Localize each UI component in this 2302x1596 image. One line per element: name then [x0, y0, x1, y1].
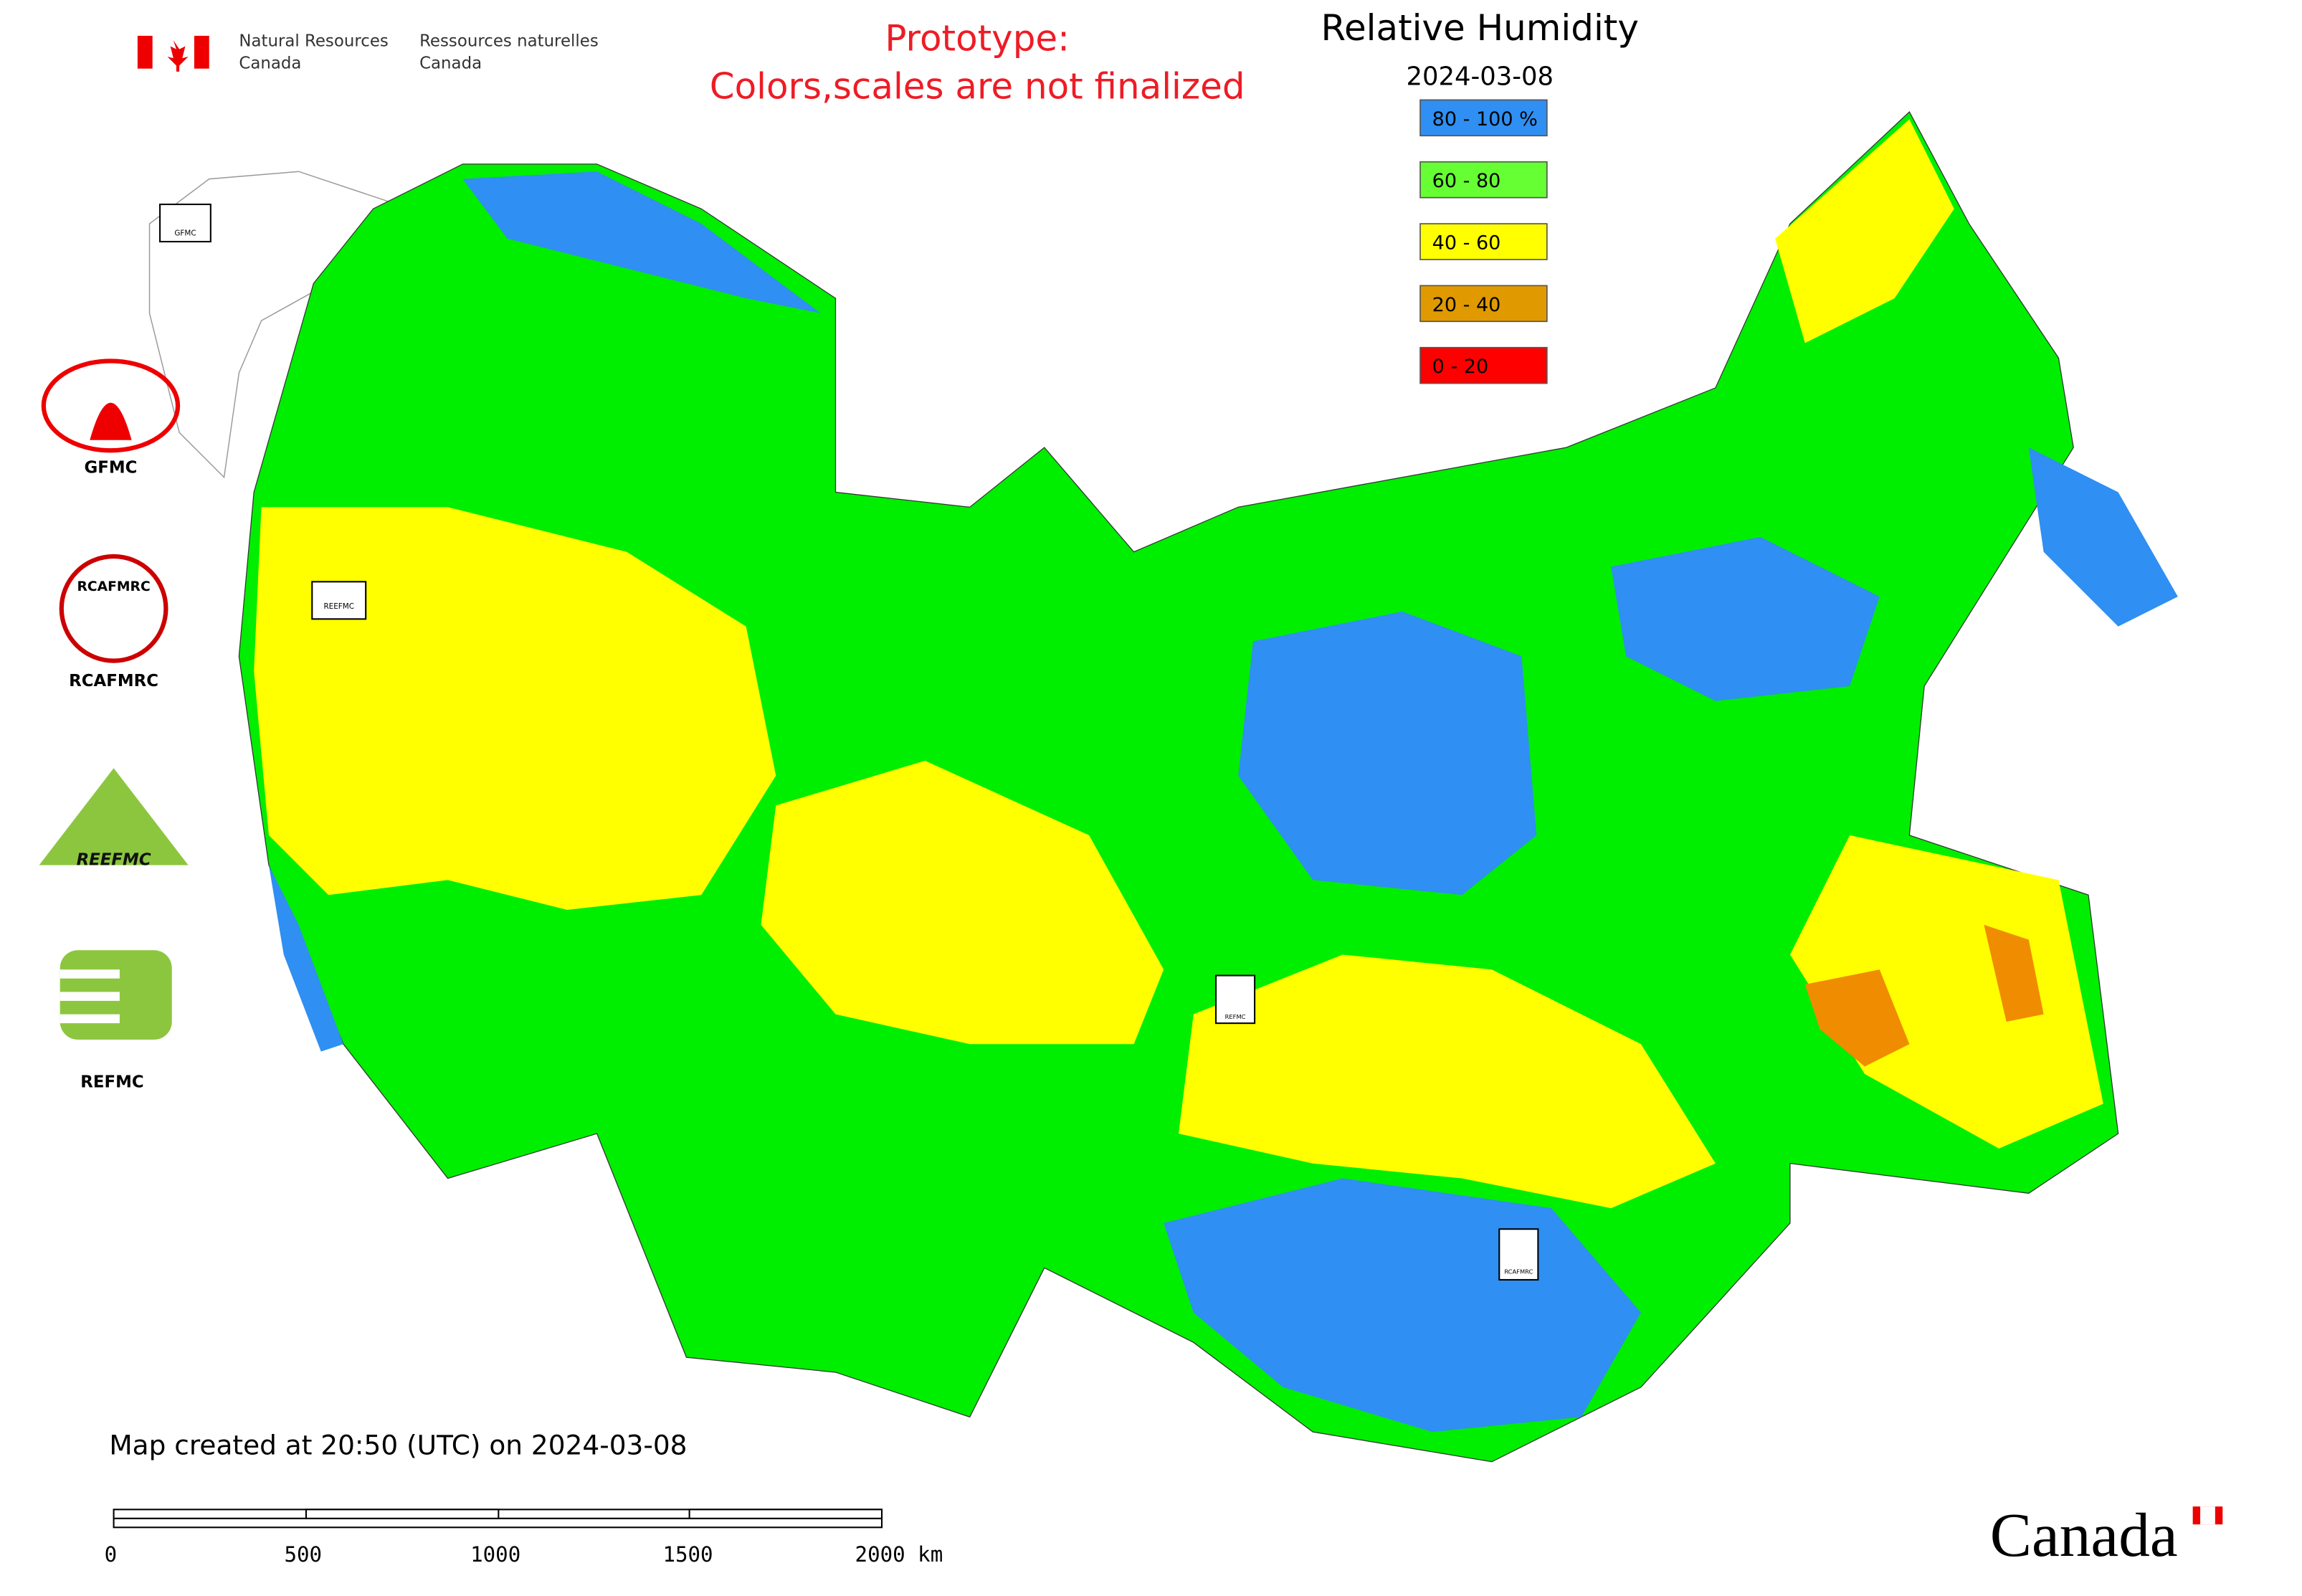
agency-en: Canada — [239, 54, 301, 73]
logo-label: REFMC — [80, 1073, 143, 1092]
logo-label: GFMC — [84, 458, 137, 477]
logo-label: RCAFMRC — [69, 672, 158, 690]
legend-title: Relative Humidity — [1321, 7, 1639, 49]
legend-swatch — [1419, 285, 1548, 323]
legend: 80 - 100 % 60 - 80 40 - 60 20 - 40 0 - 20 — [1419, 99, 1548, 384]
legend-swatch — [1419, 346, 1548, 384]
scale-label: 500 — [285, 1542, 323, 1567]
scale-label: 2000 km — [855, 1542, 943, 1567]
legend-label: 20 - 40 — [1432, 294, 1501, 316]
nrcan-signature: Natural Resources Canada Ressources natu… — [137, 32, 599, 73]
wordmark-flag — [2200, 1506, 2215, 1525]
agency-en: Natural Resources — [239, 32, 388, 50]
marker-label: GFMC — [174, 229, 196, 238]
legend-label: 80 - 100 % — [1432, 108, 1538, 130]
logo-text: REEFMC — [77, 851, 151, 870]
scale-bar: 0 500 1000 1500 2000 km — [105, 1509, 943, 1567]
map — [148, 111, 2178, 1463]
logos: GFMC RCAFMRC RCAFMRC REEFMC REFMC GFMC R… — [39, 203, 1539, 1281]
scale-label: 1000 — [470, 1542, 520, 1567]
notice: Prototype: — [885, 18, 1070, 60]
notice: Colors,scales are not finalized — [710, 65, 1245, 107]
canada-wordmark: Canada — [1990, 1500, 2178, 1569]
legend-label: 40 - 60 — [1432, 232, 1501, 254]
marker-label: REFMC — [1225, 1013, 1246, 1020]
agency-fr: Canada — [419, 54, 482, 73]
legend-swatch — [1419, 99, 1548, 137]
legend-date: 2024-03-08 — [1406, 62, 1554, 92]
marker-label: REEFMC — [323, 602, 354, 611]
scale-label: 1500 — [662, 1542, 713, 1567]
legend-label: 0 - 20 — [1432, 356, 1489, 378]
created-note: Map created at 20:50 (UTC) on 2024-03-08 — [109, 1429, 687, 1460]
marker-label: RCAFMRC — [1504, 1268, 1533, 1276]
legend-label: 60 - 80 — [1432, 170, 1501, 192]
legend-swatch — [1419, 161, 1548, 199]
logo-text: RCAFMRC — [77, 579, 150, 594]
scale-label: 0 — [105, 1542, 118, 1567]
agency-fr: Ressources naturelles — [419, 32, 599, 50]
legend-swatch — [1419, 223, 1548, 260]
